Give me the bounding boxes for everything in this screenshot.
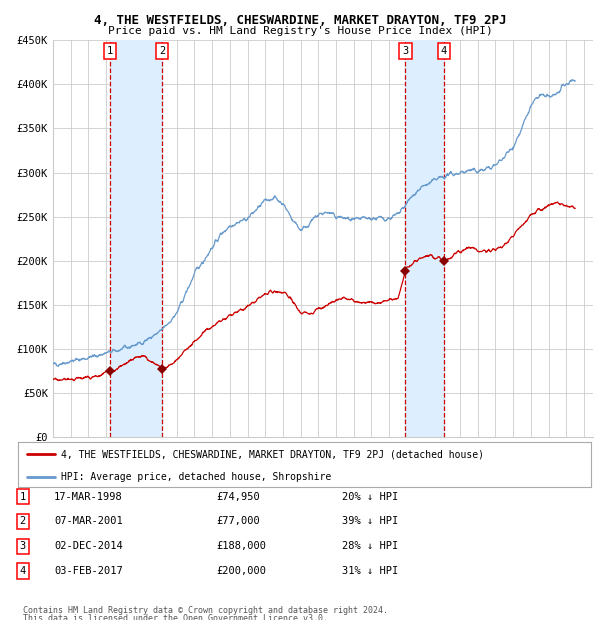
Text: This data is licensed under the Open Government Licence v3.0.: This data is licensed under the Open Gov… <box>23 614 328 620</box>
Text: 31% ↓ HPI: 31% ↓ HPI <box>342 566 398 576</box>
Text: 4: 4 <box>20 566 26 576</box>
Bar <box>406 40 444 437</box>
Bar <box>110 40 162 437</box>
Text: 1: 1 <box>20 492 26 502</box>
Text: 4, THE WESTFIELDS, CHESWARDINE, MARKET DRAYTON, TF9 2PJ (detached house): 4, THE WESTFIELDS, CHESWARDINE, MARKET D… <box>61 449 484 459</box>
Text: £74,950: £74,950 <box>216 492 260 502</box>
Text: £77,000: £77,000 <box>216 516 260 526</box>
Text: 20% ↓ HPI: 20% ↓ HPI <box>342 492 398 502</box>
Text: 3: 3 <box>20 541 26 551</box>
Text: 2: 2 <box>20 516 26 526</box>
Text: 28% ↓ HPI: 28% ↓ HPI <box>342 541 398 551</box>
Text: £188,000: £188,000 <box>216 541 266 551</box>
Text: 39% ↓ HPI: 39% ↓ HPI <box>342 516 398 526</box>
Text: 17-MAR-1998: 17-MAR-1998 <box>54 492 123 502</box>
Text: Contains HM Land Registry data © Crown copyright and database right 2024.: Contains HM Land Registry data © Crown c… <box>23 606 388 616</box>
Text: 1: 1 <box>107 46 113 56</box>
Text: 02-DEC-2014: 02-DEC-2014 <box>54 541 123 551</box>
Text: 4, THE WESTFIELDS, CHESWARDINE, MARKET DRAYTON, TF9 2PJ: 4, THE WESTFIELDS, CHESWARDINE, MARKET D… <box>94 14 506 27</box>
Text: 2: 2 <box>159 46 166 56</box>
Text: 07-MAR-2001: 07-MAR-2001 <box>54 516 123 526</box>
Text: HPI: Average price, detached house, Shropshire: HPI: Average price, detached house, Shro… <box>61 472 331 482</box>
Text: 03-FEB-2017: 03-FEB-2017 <box>54 566 123 576</box>
Text: Price paid vs. HM Land Registry's House Price Index (HPI): Price paid vs. HM Land Registry's House … <box>107 26 493 36</box>
Text: 4: 4 <box>441 46 447 56</box>
Text: 3: 3 <box>403 46 409 56</box>
Text: £200,000: £200,000 <box>216 566 266 576</box>
